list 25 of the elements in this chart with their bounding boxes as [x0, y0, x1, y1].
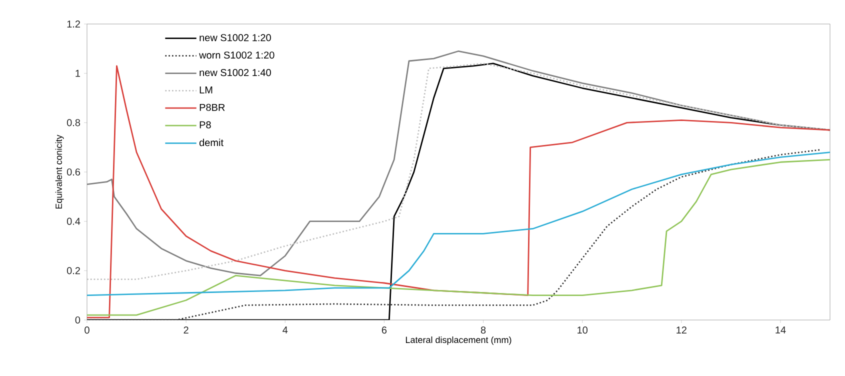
line-series	[87, 152, 830, 296]
x-tick-label: 10	[578, 326, 588, 334]
x-tick-label: 0	[84, 326, 90, 334]
y-tick-label: 1.2	[67, 20, 80, 28]
y-tick-label: 0.8	[66, 119, 80, 126]
x-tick-label: 4	[282, 326, 288, 334]
x-tick-label: 6	[382, 326, 387, 334]
y-tick-label: 0.6	[66, 168, 80, 176]
legend-label: P8	[200, 121, 211, 128]
x-tick-label: 14	[776, 326, 786, 334]
legend-label: new S1002 1:20	[200, 34, 271, 42]
x-tick-label: 8	[480, 326, 486, 334]
legend-label: P8BR	[200, 104, 225, 111]
legend-label: demit	[199, 138, 224, 146]
x-axis-title: Lateral displacement (mm)	[406, 336, 512, 345]
x-tick-label: 12	[676, 326, 686, 334]
y-tick-label: 1	[76, 70, 80, 77]
y-tick-label: 0.2	[66, 267, 80, 274]
y-axis-title: Equivalent conicity	[55, 134, 64, 209]
x-tick-label: 2	[184, 326, 188, 334]
y-tick-label: 0	[75, 316, 80, 324]
legend-label: new S1002 1:40	[200, 69, 271, 76]
y-tick-label: 0.4	[66, 218, 80, 225]
legend-label: worn S1002 1:20	[199, 52, 274, 59]
legend-label: LM	[200, 86, 212, 94]
